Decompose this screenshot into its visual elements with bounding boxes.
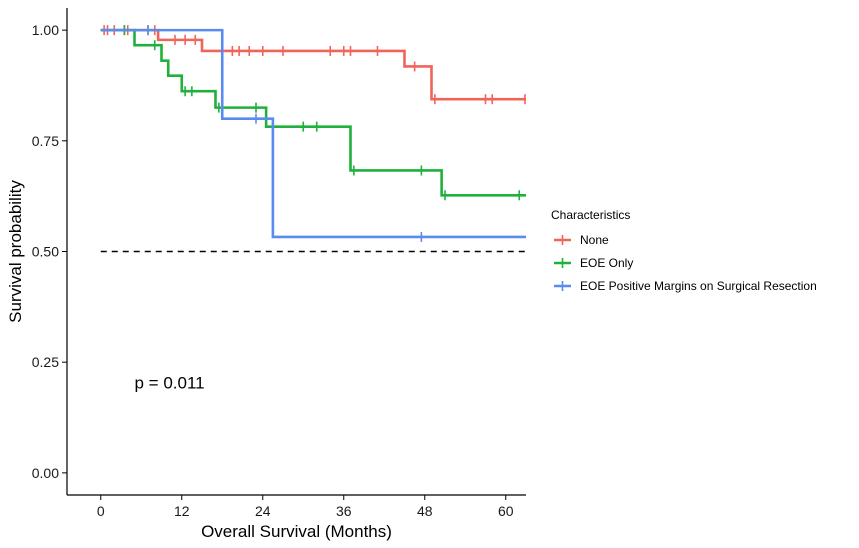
y-ticks: 0.00 0.25 0.50 0.75 1.00: [32, 22, 67, 481]
y-tick-label: 0.75: [32, 133, 59, 149]
x-tick-label: 48: [417, 503, 433, 519]
x-tick-label: 12: [174, 503, 190, 519]
legend-item: None: [554, 233, 609, 247]
x-tick-label: 24: [255, 503, 271, 519]
axes: 0.00 0.25 0.50 0.75 1.00 0 12 24 36 48 60: [32, 8, 526, 519]
survival-curve: [100, 28, 526, 197]
series-2: [100, 25, 526, 242]
survival-curve: [100, 28, 526, 239]
legend-label: None: [580, 233, 609, 247]
y-tick-label: 1.00: [32, 22, 59, 38]
x-tick-label: 36: [336, 503, 352, 519]
legend-item: EOE Only: [554, 256, 633, 270]
legend-label: EOE Positive Margins on Surgical Resecti…: [580, 279, 817, 293]
y-tick-label: 0.00: [32, 465, 59, 481]
survival-curve: [100, 28, 526, 101]
legend-items: None EOE Only EOE Positive Margins on Surg…: [554, 233, 817, 293]
legend-item: EOE Positive Margins on Surgical Resecti…: [554, 279, 817, 293]
y-tick-label: 0.25: [32, 354, 59, 370]
x-tick-label: 60: [498, 503, 514, 519]
legend-label: EOE Only: [580, 256, 633, 270]
legend: Characteristics None EOE Only EOE Positive…: [551, 208, 817, 293]
x-axis-title: Overall Survival (Months): [201, 522, 392, 541]
legend-title: Characteristics: [551, 208, 630, 222]
x-tick-label: 0: [97, 503, 105, 519]
series-1: [100, 25, 526, 201]
p-value-annotation: p = 0.011: [135, 374, 205, 393]
x-ticks: 0 12 24 36 48 60: [97, 495, 514, 519]
y-tick-label: 0.50: [32, 244, 59, 260]
y-axis-title: Survival probability: [6, 180, 25, 323]
plot-area: [100, 25, 526, 253]
series-0: [100, 25, 526, 105]
